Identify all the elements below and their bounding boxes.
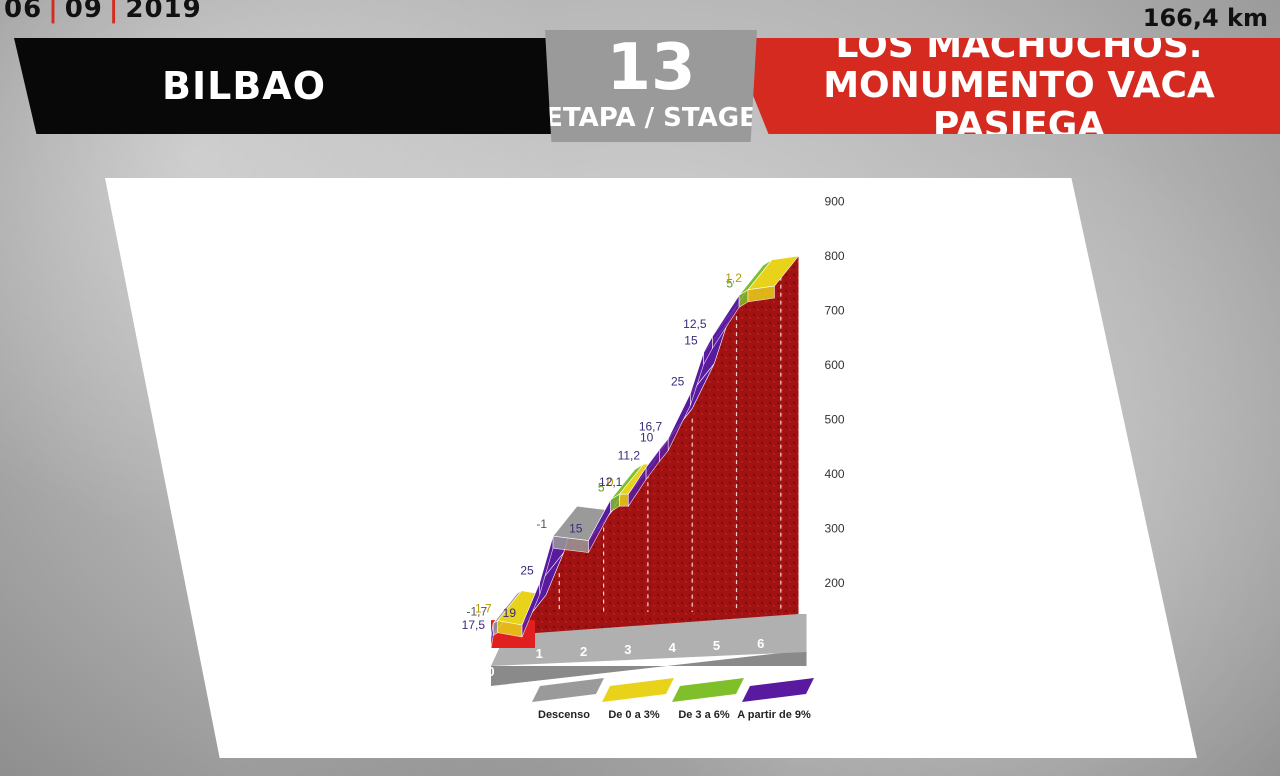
- finish-banner: LOS MACHUCHOS. MONUMENTO VACA PASIEGA: [730, 38, 1280, 134]
- x-tick-label: 2: [580, 644, 587, 659]
- x-tick-label: 6: [757, 636, 764, 651]
- y-tick-label: 500: [825, 413, 845, 427]
- x-tick-label: 4: [669, 640, 677, 655]
- gradient-label: 5: [598, 481, 605, 495]
- date-separator: |: [48, 0, 59, 24]
- gradient-label: 16,7: [639, 420, 663, 434]
- gradient-label: 1,2: [725, 271, 742, 285]
- gradient-label: 15: [569, 522, 583, 536]
- stage-date: 06 | 09 | 2019: [4, 0, 202, 24]
- gradient-label: 11,2: [618, 449, 641, 463]
- legend-swatch: [602, 678, 674, 702]
- profile-base: [491, 650, 807, 686]
- y-tick-label: 400: [825, 467, 845, 481]
- y-tick-label: 900: [825, 195, 845, 209]
- stage-number: 13: [606, 31, 696, 105]
- date-separator: |: [108, 0, 120, 24]
- legend-label: Descenso: [538, 709, 590, 721]
- gradient-label: 15: [684, 334, 698, 348]
- finish-line-1: LOS MACHUCHOS.: [835, 25, 1203, 66]
- x-tick-label: 3: [624, 642, 631, 657]
- gradient-band-front: [747, 285, 775, 303]
- gradient-label: 5: [726, 276, 733, 290]
- legend-label: De 0 a 3%: [608, 709, 660, 721]
- y-tick-label: 800: [825, 249, 845, 263]
- legend-swatch: [742, 678, 814, 702]
- y-tick-label: 700: [825, 304, 845, 318]
- start-banner: BILBAO: [14, 38, 574, 134]
- finish-line-2: MONUMENTO VACA PASIEGA: [823, 65, 1215, 146]
- date-year: 2019: [125, 0, 202, 24]
- gradient-label: -1: [536, 517, 547, 531]
- legend-swatch: [672, 678, 744, 702]
- gradient-label: -1,7: [467, 604, 488, 618]
- gradient-label: 12,5: [683, 317, 707, 331]
- gradient-label: 12,1: [599, 475, 623, 489]
- stage-distance: 166,4 km: [1142, 4, 1268, 32]
- y-tick-label: 600: [825, 358, 845, 372]
- gradient-label: 19: [503, 606, 517, 620]
- x-tick-label: 1: [536, 646, 543, 661]
- y-tick-label: 300: [825, 522, 845, 536]
- date-day: 06: [4, 0, 43, 24]
- legend-swatch: [532, 678, 604, 702]
- stage-badge: 13 ETAPA / STAGE: [545, 30, 757, 142]
- gradient-label: 1,7: [475, 602, 492, 616]
- x-tick-label: 0: [487, 664, 494, 679]
- date-month: 09: [64, 0, 103, 24]
- gradient-label: 10: [640, 431, 654, 445]
- gradient-label: 0: [607, 475, 614, 489]
- gradient-label: 17,5: [462, 618, 486, 632]
- legend-label: De 3 a 6%: [678, 709, 730, 721]
- start-city: BILBAO: [162, 64, 326, 108]
- gradient-label: 25: [520, 564, 534, 578]
- gradient-label: 25: [671, 374, 685, 388]
- x-tick-label: 5: [713, 638, 720, 653]
- gradient-band-front: [619, 493, 629, 507]
- legend-label: A partir de 9%: [737, 709, 811, 721]
- gradient-band-front: [492, 620, 498, 636]
- stage-label: ETAPA / STAGE: [545, 103, 757, 133]
- y-tick-label: 200: [825, 576, 845, 590]
